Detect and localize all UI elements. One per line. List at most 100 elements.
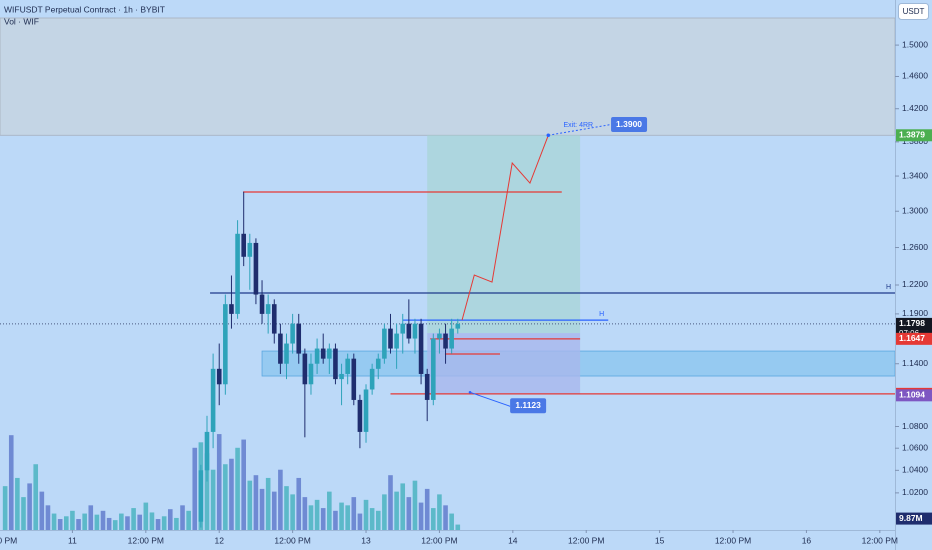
level-label: H: [886, 284, 891, 291]
volume-bar: [443, 505, 448, 530]
volume-bar: [363, 499, 369, 530]
x-tick-label: 12:00 PM: [421, 535, 457, 545]
volume-bar: [33, 464, 39, 530]
candle-body: [284, 343, 289, 364]
stop-price-box: [510, 398, 547, 414]
volume-bar: [94, 514, 100, 530]
y-tick-label: 1.1400: [902, 358, 928, 368]
volume-bar: [290, 494, 295, 530]
x-tick-label: 12:00 PM: [715, 535, 751, 545]
volume-bar: [375, 510, 381, 530]
volume-bar: [21, 497, 26, 530]
volume-bar: [119, 513, 124, 530]
candle-body: [363, 389, 369, 432]
overlay: 1.0200 1.0400 1.0600 1.0800 1.1400 1.1900 1.22…: [0, 39, 932, 545]
volume-bar: [210, 469, 216, 530]
candle-body: [302, 353, 308, 385]
volume-bar: [351, 497, 357, 530]
candle-body: [339, 373, 344, 380]
candle-body: [357, 399, 363, 432]
price-tag-label: 1.1647: [899, 333, 925, 343]
volume-bar: [345, 505, 350, 530]
candle-body: [424, 373, 430, 400]
volume-bar: [229, 458, 234, 530]
volume-bar: [100, 510, 106, 530]
volume-bar: [259, 488, 265, 530]
candle-body: [223, 304, 228, 385]
price-tag: [896, 129, 932, 142]
volume-bar: [418, 502, 424, 530]
volume-bar: [2, 486, 8, 530]
y-tick-label: 1.0200: [902, 487, 928, 497]
volume-bar: [106, 517, 112, 530]
candle-body: [443, 333, 448, 349]
volume-bar: [278, 469, 283, 530]
volume-bar: [51, 513, 57, 530]
currency-label[interactable]: USDT: [903, 7, 925, 16]
y-tick-label: 1.5000: [902, 39, 928, 49]
candle-body: [271, 304, 277, 334]
x-tick-label: 15: [655, 535, 665, 545]
volume-bar: [369, 508, 375, 530]
volume-bar: [180, 505, 185, 530]
volume-bar: [8, 435, 14, 530]
price-tag-label: 1.3879: [899, 130, 925, 140]
x-tick-label: 12:00 PM: [128, 535, 164, 545]
volume-bar: [314, 499, 320, 530]
y-tick-label: 1.1900: [902, 308, 928, 318]
volume-bar: [320, 508, 326, 530]
volume-bar: [271, 491, 277, 530]
candle-body: [235, 233, 240, 314]
candle-body: [394, 333, 399, 349]
candle-body: [253, 242, 259, 295]
volume-bar: [45, 505, 51, 530]
volume-bar: [302, 497, 308, 530]
candle-body: [345, 358, 350, 374]
price-tag: [896, 389, 932, 402]
candle-body: [247, 242, 253, 257]
volume-bar: [431, 508, 436, 530]
y-tick-label: 1.3000: [902, 205, 928, 215]
candle-body: [314, 348, 320, 364]
volume-bar: [241, 439, 246, 530]
volume-bar: [82, 513, 87, 530]
candle-body: [296, 323, 302, 354]
candle-body: [412, 323, 418, 339]
level-label: H: [599, 311, 604, 318]
volume-bar: [64, 516, 69, 530]
y-tick-label: 1.2600: [902, 242, 928, 252]
candle-body: [241, 233, 246, 257]
x-tick-label: 11: [68, 535, 77, 545]
x-tick-label: 12:00 PM: [568, 535, 604, 545]
candle-body: [406, 323, 412, 339]
stop-connector: [469, 391, 511, 407]
y-tick-label: 1.0400: [902, 465, 928, 475]
volume-bar: [216, 434, 222, 530]
volume-bar: [424, 488, 430, 530]
x-tick-label: 14: [508, 535, 518, 545]
volume-bar: [333, 510, 338, 530]
volume-bar: [253, 475, 259, 530]
currency-button[interactable]: [898, 3, 929, 20]
candle-body: [204, 431, 210, 471]
volume-bar: [57, 519, 63, 530]
volume-bar: [296, 477, 302, 530]
volume-bar: [112, 520, 118, 530]
volume-tag-label: 9.87M: [899, 513, 923, 523]
volume-bar: [308, 505, 314, 530]
volume-bar: [149, 512, 155, 530]
x-tick-label: 12:00 PM: [0, 535, 17, 545]
zone: [0, 17, 895, 136]
volume-bar: [161, 516, 167, 530]
volume-bar: [174, 517, 179, 530]
volume-bar: [327, 491, 332, 530]
candle-body: [455, 323, 461, 329]
volume-bar: [357, 513, 363, 530]
volume-bar: [406, 497, 412, 530]
volume-bar: [76, 519, 81, 530]
volume-bar: [155, 519, 161, 530]
candle-body: [437, 333, 442, 339]
volume-bar: [192, 447, 198, 530]
candle-body: [290, 323, 295, 344]
volume-bar: [388, 475, 393, 530]
